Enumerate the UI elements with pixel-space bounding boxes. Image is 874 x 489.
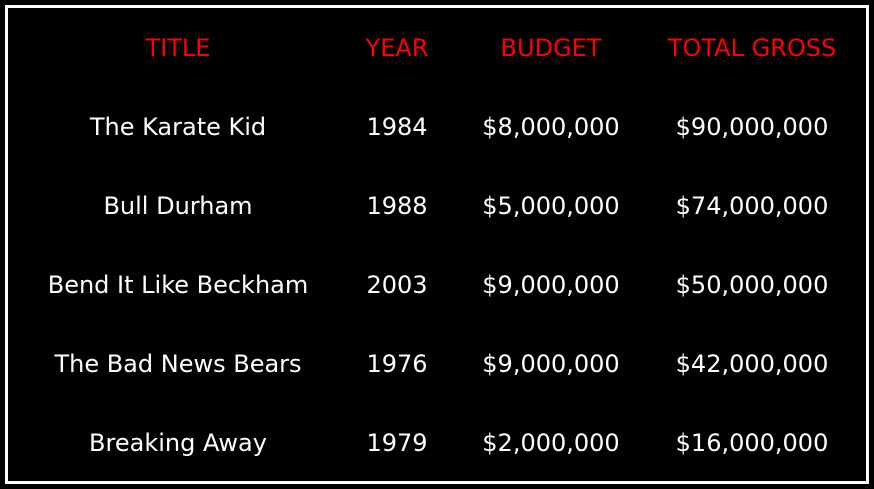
cell-total-gross: $16,000,000	[675, 428, 829, 457]
cell-budget: $5,000,000	[482, 191, 620, 220]
table-row: Bull Durham 1988 $5,000,000 $74,000,000	[20, 166, 860, 245]
cell-title: Bull Durham	[103, 191, 253, 220]
cell-year: 1984	[366, 112, 428, 141]
table-row: The Bad News Bears 1976 $9,000,000 $42,0…	[20, 324, 860, 403]
cell-budget: $9,000,000	[482, 270, 620, 299]
cell-budget: $9,000,000	[482, 349, 620, 378]
movies-table: TITLE YEAR BUDGET TOTAL GROSS The Karate…	[20, 8, 860, 482]
cell-title: Breaking Away	[89, 428, 267, 457]
cell-title: Bend It Like Beckham	[47, 270, 309, 299]
cell-title: The Bad News Bears	[54, 349, 302, 378]
table-row: The Karate Kid 1984 $8,000,000 $90,000,0…	[20, 87, 860, 166]
cell-total-gross: $74,000,000	[675, 191, 829, 220]
table-row: Breaking Away 1979 $2,000,000 $16,000,00…	[20, 403, 860, 482]
cell-budget: $8,000,000	[482, 112, 620, 141]
cell-budget: $2,000,000	[482, 428, 620, 457]
cell-total-gross: $90,000,000	[675, 112, 829, 141]
cell-year: 1988	[366, 191, 428, 220]
column-header-budget: BUDGET	[500, 33, 602, 62]
cell-total-gross: $50,000,000	[675, 270, 829, 299]
table-frame: TITLE YEAR BUDGET TOTAL GROSS The Karate…	[5, 5, 869, 484]
column-header-total-gross: TOTAL GROSS	[667, 33, 837, 62]
cell-total-gross: $42,000,000	[675, 349, 829, 378]
cell-year: 1979	[366, 428, 428, 457]
table-row: Bend It Like Beckham 2003 $9,000,000 $50…	[20, 245, 860, 324]
column-header-title: TITLE	[145, 33, 211, 62]
header-row: TITLE YEAR BUDGET TOTAL GROSS	[20, 8, 860, 87]
cell-year: 1976	[366, 349, 428, 378]
cell-title: The Karate Kid	[89, 112, 267, 141]
cell-year: 2003	[366, 270, 428, 299]
column-header-year: YEAR	[365, 33, 429, 62]
